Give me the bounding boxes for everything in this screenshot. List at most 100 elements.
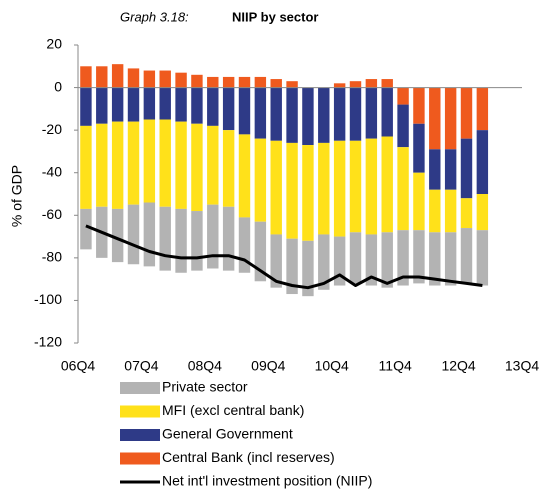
bar-segment [159,206,171,271]
bar-segment [349,140,362,233]
bar-segment [80,87,92,126]
bar-segment [318,234,330,290]
bar-segment [381,136,393,233]
bar-segment [286,87,298,143]
bar-segment [429,149,441,190]
bar-segment [127,121,140,205]
bar-segment [270,87,282,141]
y-axis-label: % of GDP [9,165,25,227]
bar-segment [270,234,282,288]
bar-segment [302,87,314,146]
bar-segment [397,87,409,105]
bar-segment [460,198,473,229]
bar-segment [207,87,219,126]
bar-segment [207,125,219,205]
bar-segment [444,232,457,286]
bar-segment [127,68,140,88]
y-tick-label: 20 [46,36,62,52]
bar-segment [238,134,251,218]
x-tick-label: 13Q4 [505,358,539,374]
bar-segment [143,202,156,267]
bar-segment [286,238,298,295]
bar-segment [286,81,298,88]
y-tick-label: -40 [42,163,62,179]
bar-segment [191,74,203,88]
bar-segment [444,87,457,150]
bar-segment [222,206,235,271]
bar-segment [191,87,203,124]
bar-segment [444,149,457,190]
y-tick-label: -60 [42,206,62,222]
bar-segment [270,140,282,235]
bar-segment [254,76,267,88]
bar-segment [365,79,378,88]
bar-segment [238,87,251,135]
bar-segment [127,87,140,122]
bar-segment [476,130,489,194]
y-tick-label: -100 [34,291,62,307]
bar-segment [191,211,203,271]
bar-segment [333,87,346,141]
bar-segment [333,83,346,88]
bar-segment [397,230,409,286]
y-tick-label: -20 [42,121,62,137]
bar-segment [429,87,441,150]
bar-segment [270,79,282,88]
bar-segment [333,140,346,237]
bar-segment [429,232,441,286]
bar-segment [175,121,187,209]
bar-segment [349,81,362,88]
legend-swatch [120,382,160,394]
bar-segment [413,230,425,284]
bar-segment [460,228,473,284]
bar-segment [381,87,393,137]
bar-segment [96,66,108,88]
bar-segment [159,119,171,207]
bar-segment [333,236,346,286]
x-tick-label: 08Q4 [188,358,222,374]
bar-segment [254,87,267,139]
bar-segment [254,221,267,282]
y-tick-label: -80 [42,249,62,265]
bar-segment [159,87,171,120]
bar-segment [349,87,362,141]
legend-swatch [120,452,160,465]
bar-segment [222,76,235,88]
bar-segment [96,123,108,207]
bar-segment [191,123,203,212]
chart-title: NIIP by sector [232,9,318,24]
x-tick-label: 11Q4 [379,358,412,374]
bar-segment [80,208,92,250]
bar-segment [413,172,425,231]
bar-segment [444,189,457,233]
bar-segment [175,72,187,88]
bar-segment [80,125,92,209]
bar-segment [476,87,489,131]
bar-segment [318,142,330,235]
bar-segment [460,87,473,139]
bar-segment [238,76,251,88]
line-series [85,224,483,290]
bar-segment [318,87,330,143]
legend-label: Central Bank (incl reserves) [162,449,335,465]
x-tick-label: 09Q4 [251,358,285,374]
bar-segment [397,147,409,231]
bar-segment [476,230,489,286]
legend-label: MFI (excl central bank) [162,402,304,418]
bar-segment [127,204,140,265]
bar-segment [143,119,156,203]
bar-segment [96,87,108,124]
y-tick-label: -120 [34,334,62,350]
x-tick-label: 06Q4 [61,358,95,374]
bar-segment [143,87,156,120]
legend-label: Net int'l investment position (NIIP) [162,473,372,489]
bar-segment [429,189,441,233]
bar-segment [413,123,425,173]
bar-segment [207,76,219,88]
bar-segment [111,64,124,88]
bar-segment [111,208,124,263]
bar-segment [175,208,187,273]
legend-swatch [120,405,160,418]
bar-segment [381,79,393,88]
